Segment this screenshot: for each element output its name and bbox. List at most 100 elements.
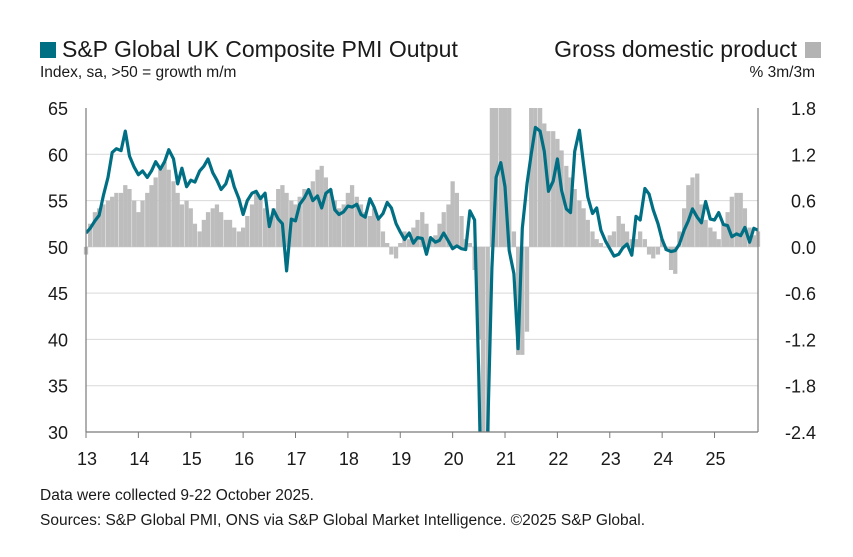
legend-gdp: Gross domestic product [554, 34, 821, 64]
gdp-bar [175, 192, 180, 247]
gdp-bar [184, 200, 189, 247]
x-tick-label: 15 [182, 449, 202, 469]
gdp-bar [123, 185, 128, 247]
gdp-bar [673, 246, 678, 274]
gdp-bar [105, 200, 111, 247]
gdp-bar [223, 219, 228, 247]
gdp-bar [179, 204, 184, 247]
legend-pmi: S&P Global UK Composite PMI Output [40, 34, 458, 64]
x-tick-label: 21 [496, 449, 516, 469]
gdp-bar [218, 212, 224, 247]
legend-gdp-swatch [805, 42, 821, 58]
gdp-bar [110, 196, 115, 247]
footnote-collected: Data were collected 9-22 October 2025. [40, 487, 314, 504]
gdp-bar [459, 216, 464, 247]
x-tick-label: 13 [77, 449, 97, 469]
x-tick-label: 16 [234, 449, 254, 469]
gdp-bar [454, 192, 459, 247]
legend-gdp-label: Gross domestic product [554, 36, 797, 62]
gdp-bar [371, 208, 377, 247]
gdp-bar [245, 216, 250, 247]
gdp-bar [201, 219, 206, 247]
gdp-bar [507, 108, 512, 247]
right-tick-label: -0.6 [785, 284, 816, 304]
gdp-bar [734, 192, 739, 247]
gdp-bar [188, 208, 193, 247]
gdp-bar [293, 204, 298, 247]
gdp-bar [380, 231, 386, 247]
gdp-bar [236, 231, 242, 247]
gdp-bar [441, 212, 446, 247]
x-tick-label: 19 [391, 449, 411, 469]
gdp-bar [537, 108, 543, 247]
gdp-bar [341, 204, 346, 247]
gdp-bar [585, 219, 590, 247]
gdp-bar [581, 208, 586, 247]
gdp-bar [232, 227, 237, 247]
gdp-bar [646, 246, 652, 255]
gdp-bar [214, 204, 220, 247]
x-tick-label: 18 [339, 449, 359, 469]
gdp-bar [642, 239, 648, 247]
gdp-bar [210, 208, 215, 247]
legend-pmi-swatch [40, 42, 56, 58]
gdp-bar [328, 189, 333, 247]
gdp-bar [411, 227, 416, 247]
gdp-bar [450, 181, 455, 247]
gdp-bar [476, 246, 481, 340]
gdp-bar [529, 108, 534, 247]
gdp-bar [88, 223, 93, 247]
left-tick-label: 45 [48, 284, 68, 304]
gdp-bar [127, 189, 132, 247]
gdp-bar [511, 231, 517, 247]
right-tick-label: -1.8 [785, 377, 816, 397]
gdp-bar [485, 246, 490, 432]
gdp-bar [171, 181, 176, 247]
gdp-bar [611, 231, 617, 247]
footnote-sources: Sources: S&P Global PMI, ONS via S&P Glo… [40, 512, 646, 529]
gdp-bar [407, 239, 412, 247]
gdp-bar [393, 246, 399, 259]
gdp-bar [240, 227, 246, 247]
gdp-bar [101, 204, 106, 247]
gdp-bar [358, 204, 364, 247]
gdp-bar [297, 196, 302, 247]
gdp-bar [415, 219, 420, 247]
right-axis-unit: % 3m/3m [749, 64, 815, 81]
gdp-bar [668, 246, 674, 270]
right-tick-label: 1.2 [791, 145, 816, 165]
gdp-bar [367, 216, 373, 247]
gdp-bar [249, 204, 255, 247]
gdp-bar [284, 192, 289, 247]
gdp-bar [603, 246, 608, 248]
gdp-bar [114, 192, 119, 247]
gdp-bar [153, 177, 158, 247]
left-tick-label: 35 [48, 377, 68, 397]
x-tick-label: 14 [129, 449, 149, 469]
gdp-bar [398, 243, 403, 247]
gdp-bar [197, 231, 202, 247]
gdp-bar [205, 212, 211, 247]
right-tick-label: 0.0 [791, 238, 816, 258]
gdp-bar [607, 235, 612, 247]
gdp-bar [92, 212, 98, 247]
gdp-bar [302, 189, 307, 247]
gdp-bar [336, 208, 342, 247]
gdp-bar [280, 185, 285, 247]
gdp-bar [559, 150, 564, 247]
gdp-bar [489, 108, 495, 247]
right-tick-label: -2.4 [785, 423, 816, 443]
right-tick-label: -1.2 [785, 330, 816, 350]
gdp-bar [258, 196, 263, 247]
gdp-bar [729, 196, 734, 247]
gdp-bar [162, 162, 167, 247]
left-tick-label: 50 [48, 238, 68, 258]
x-tick-label: 23 [601, 449, 621, 469]
x-tick-label: 25 [706, 449, 726, 469]
gdp-bar [437, 223, 442, 247]
gdp-bar [616, 216, 621, 247]
x-tick-label: 22 [548, 449, 568, 469]
gdp-bar [572, 189, 577, 247]
gdp-bar [716, 239, 721, 247]
left-tick-label: 65 [48, 99, 68, 119]
